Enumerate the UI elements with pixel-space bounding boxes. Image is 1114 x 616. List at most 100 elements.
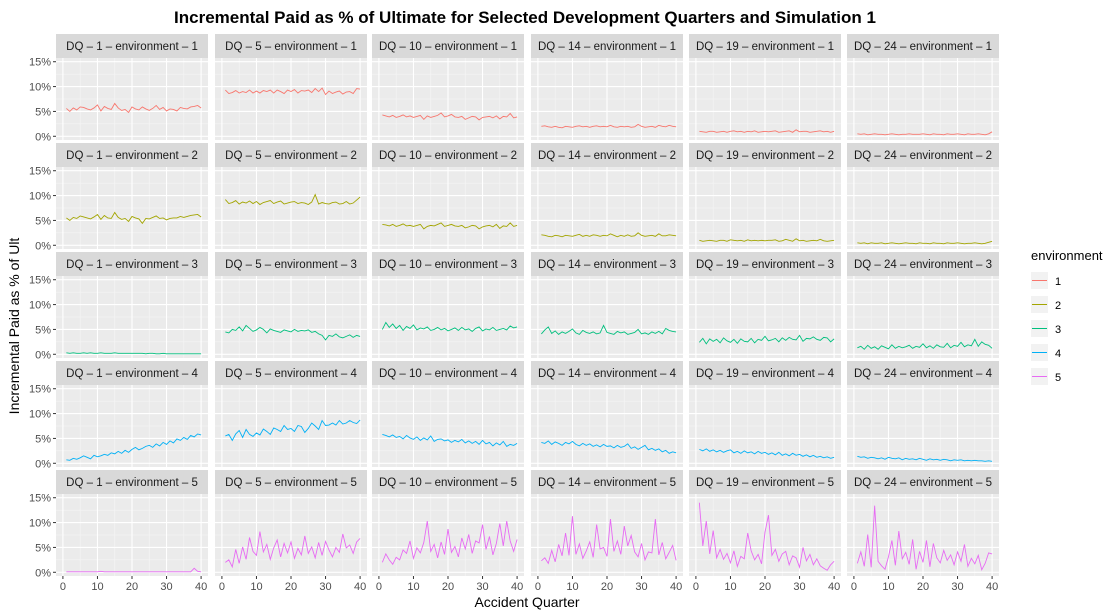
facet-strip-label: DQ – 10 – environment – 3 [379,259,517,271]
facet-panel: DQ – 1 – environment – 3 [56,252,208,358]
x-tick-label: 10 [724,581,736,593]
x-tick-label: 10 [566,581,578,593]
series-line-environment-2 [225,193,361,206]
x-tick-label: 10 [882,581,894,593]
facet-panel: DQ – 14 – environment – 1 [531,34,683,140]
legend-title: environment [1031,248,1103,263]
facet-panel: DQ – 19 – environment – 4 [689,361,841,467]
x-tick-label: 20 [759,581,771,593]
y-tick-label: 15% [29,166,51,178]
series-line-environment-4 [66,433,202,461]
facet-strip-label: DQ – 5 – environment – 2 [225,150,357,162]
facet-panel: DQ – 19 – environment – 5 [689,470,841,576]
facet-panel: DQ – 5 – environment – 2 [215,143,367,249]
series-line-environment-3 [699,334,835,345]
legend-entry-label: 4 [1055,348,1061,360]
x-tick-label: 30 [160,581,172,593]
legend-entry-label: 1 [1055,276,1061,288]
x-tick-label: 20 [917,581,929,593]
series-line-environment-3 [66,352,202,355]
x-tick-label: 20 [601,581,613,593]
facet-strip-label: DQ – 5 – environment – 1 [225,41,357,53]
series-line-environment-1 [66,102,202,114]
facet-strip-label: DQ – 1 – environment – 5 [66,477,198,489]
facet-strip [215,361,367,385]
facet-strip [372,252,524,276]
x-tick-label: 20 [126,581,138,593]
facet-strip [56,143,208,167]
facet-strip [56,470,208,494]
facet-strip-label: DQ – 14 – environment – 1 [538,41,676,53]
axes: 0% 5% 10% 15% 0% 5% 10% 15% 0% 5% 10% 15% 0% 5% 10% 15%… [29,57,998,593]
facet-strip-label: DQ – 5 – environment – 3 [225,259,357,271]
series-line-environment-3 [225,324,361,341]
series-line-environment-5 [381,521,518,566]
facet-strip-label: DQ – 19 – environment – 4 [696,368,835,380]
facet-strip [56,361,208,385]
facet-panel: DQ – 1 – environment – 5 [56,470,208,576]
series-line-environment-2 [382,222,518,230]
series-line-environment-1 [382,112,518,121]
y-tick-label: 10% [29,518,51,530]
x-tick-label: 30 [793,581,805,593]
chart-title: Incremental Paid as % of Ultimate for Se… [174,8,876,27]
facet-strip [689,143,841,167]
facet-strip-label: DQ – 5 – environment – 4 [225,368,357,380]
y-tick-label: 5% [35,433,51,445]
series-line-environment-4 [857,455,993,462]
facet-panels: DQ – 1 – environment – 1 DQ – 5 – environ… [56,34,999,576]
y-tick-label: 15% [29,275,51,287]
facet-strip [531,252,683,276]
y-tick-label: 0% [35,349,51,361]
facet-strip-label: DQ – 14 – environment – 3 [538,259,676,271]
facet-strip-label: DQ – 10 – environment – 1 [379,41,517,53]
facet-strip [56,252,208,276]
facet-panel: DQ – 5 – environment – 3 [215,252,367,358]
facet-strip-label: DQ – 1 – environment – 3 [66,259,198,271]
series-line-environment-1 [225,87,361,96]
facet-panel: DQ – 24 – environment – 4 [847,361,999,467]
y-tick-label: 15% [29,384,51,396]
y-axis-title: Incremental Paid as % of Ult [6,238,22,415]
series-line-environment-1 [699,129,835,133]
facet-panel: DQ – 19 – environment – 3 [689,252,841,358]
x-tick-label: 20 [442,581,454,593]
facet-strip [372,470,524,494]
facet-panel: DQ – 1 – environment – 2 [56,143,208,249]
facet-panel: DQ – 5 – environment – 5 [215,470,367,576]
series-line-environment-3 [381,321,518,332]
x-tick-label: 30 [951,581,963,593]
series-line-environment-2 [541,232,677,238]
facet-strip [689,361,841,385]
y-tick-label: 0% [35,567,51,579]
facet-strip-label: DQ – 24 – environment – 1 [854,41,992,53]
facet-strip-label: DQ – 1 – environment – 4 [66,368,198,380]
series-line-environment-3 [541,324,677,335]
facet-strip-label: DQ – 19 – environment – 3 [696,259,834,271]
x-tick-label: 0 [60,581,66,593]
series-line-environment-5 [225,531,361,569]
facet-strip-label: DQ – 14 – environment – 4 [538,368,677,380]
x-axis-title: Accident Quarter [474,594,579,610]
facet-strip [847,252,999,276]
y-tick-label: 10% [29,409,51,421]
x-tick-label: 0 [535,581,541,593]
x-tick-label: 30 [319,581,331,593]
facet-panel: DQ – 24 – environment – 3 [847,252,999,358]
y-tick-label: 0% [35,131,51,143]
facet-strip-label: DQ – 19 – environment – 1 [696,41,834,53]
y-tick-label: 10% [29,82,51,94]
legend: environment 1 2 3 4 5 [1031,248,1103,385]
series-line-environment-5 [66,567,202,573]
facet-strip [215,34,367,58]
series-line-environment-5 [698,502,835,571]
facet-strip-label: DQ – 10 – environment – 5 [379,477,517,489]
facet-strip [56,34,208,58]
y-tick-label: 0% [35,458,51,470]
facet-panel: DQ – 10 – environment – 3 [372,252,524,358]
series-line-environment-4 [699,448,835,459]
facet-strip [531,143,683,167]
facet-strip [689,252,841,276]
